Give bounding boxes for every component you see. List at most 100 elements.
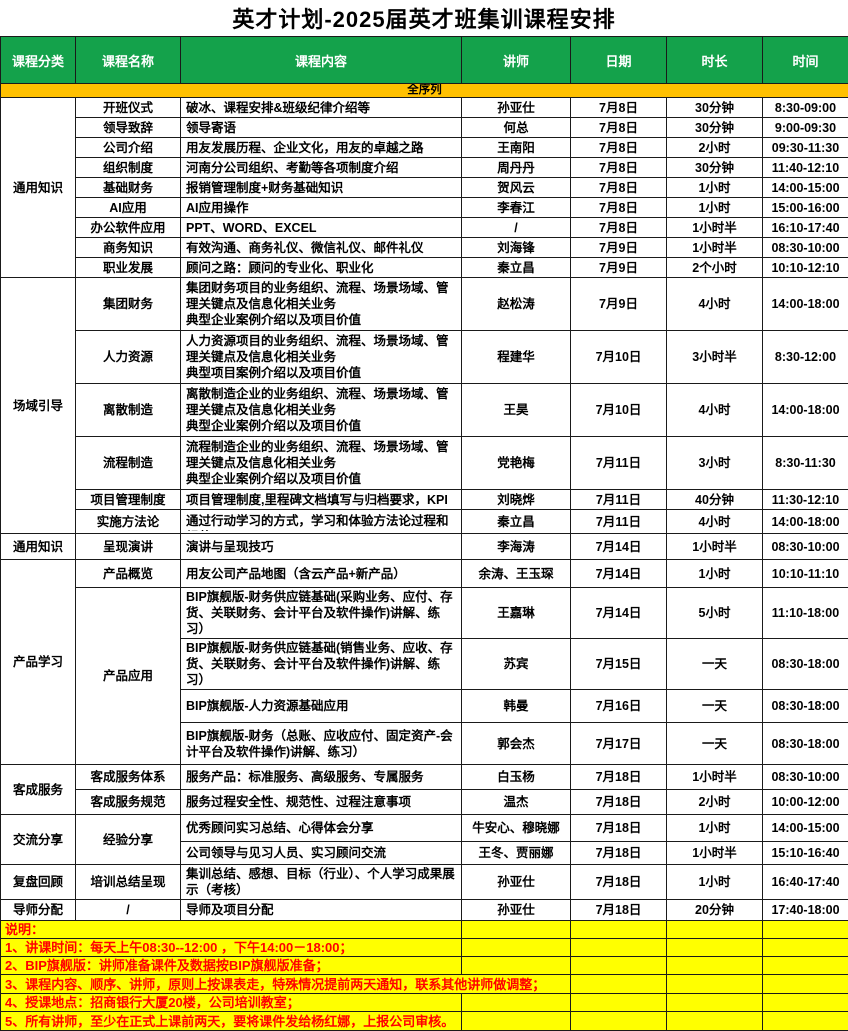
cell-duration: 1小时 <box>667 198 763 218</box>
cell-time: 08:30-18:00 <box>763 723 848 765</box>
cell-content: 集团财务项目的业务组织、流程、场景场域、管理关键点及信息化相关业务典型企业案例介… <box>181 278 462 331</box>
content-text: BIP旗舰版-财务供应链基础(采购业务、应付、存货、关联财务、会计平台及软件操作… <box>186 590 453 636</box>
cell-lecturer: 孙亚仕 <box>462 865 571 900</box>
cell-lecturer: 余涛、王玉琛 <box>462 560 571 588</box>
cell-time: 14:00-18:00 <box>763 278 848 331</box>
cell-content: BIP旗舰版-人力资源基础应用 <box>181 690 462 723</box>
cell-content: 离散制造企业的业务组织、流程、场景场域、管理关键点及信息化相关业务典型企业案例介… <box>181 384 462 437</box>
note-empty-cell <box>667 1012 763 1031</box>
note-row: 3、课程内容、顺序、讲师，原则上按课表走，特殊情况提前两天通知，联系其他讲师做调… <box>1 975 848 994</box>
note-row: 说明： <box>1 921 848 939</box>
note-empty-cell <box>571 957 667 975</box>
cell-time: 09:30-11:30 <box>763 138 848 158</box>
cell-lecturer: 孙亚仕 <box>462 98 571 118</box>
note-empty-cell <box>667 921 763 939</box>
note-empty-cell <box>462 921 571 939</box>
note-empty-cell <box>763 921 848 939</box>
cell-lecturer: 刘海锋 <box>462 238 571 258</box>
content-text: 报销管理制度+财务基础知识 <box>186 181 343 195</box>
note-empty-cell <box>462 939 571 957</box>
cell-lecturer: 苏宾 <box>462 639 571 690</box>
note-empty-cell <box>462 957 571 975</box>
cell-date: 7月9日 <box>571 278 667 331</box>
note-empty-cell <box>667 939 763 957</box>
cell-time: 16:40-17:40 <box>763 865 848 900</box>
content-text: BIP旗舰版-财务供应链基础(销售业务、应收、存货、关联财务、会计平台及软件操作… <box>186 641 453 687</box>
note-empty-cell <box>667 957 763 975</box>
content-text: 典型企业案例介绍以及项目价值 <box>186 472 361 486</box>
cell-duration: 4小时 <box>667 384 763 437</box>
cell-date: 7月8日 <box>571 138 667 158</box>
cell-date: 7月9日 <box>571 258 667 278</box>
cell-time: 08:30-10:00 <box>763 765 848 790</box>
course-row: 流程制造流程制造企业的业务组织、流程、场景场域、管理关键点及信息化相关业务典型企… <box>1 437 848 490</box>
cell-content: 流程制造企业的业务组织、流程、场景场域、管理关键点及信息化相关业务典型企业案例介… <box>181 437 462 490</box>
cell-lecturer: 温杰 <box>462 790 571 815</box>
cell-content: BIP旗舰版-财务（总账、应收应付、固定资产-会计平台及软件操作)讲解、练习） <box>181 723 462 765</box>
content-text: 典型企业案例介绍以及项目价值 <box>186 419 361 433</box>
cell-time: 10:10-12:10 <box>763 258 848 278</box>
cell-lecturer: 李春江 <box>462 198 571 218</box>
cell-course-name: 开班仪式 <box>76 98 181 118</box>
note-empty-cell <box>462 1012 571 1031</box>
cell-lecturer: 王冬、贾丽娜 <box>462 842 571 865</box>
cell-date: 7月8日 <box>571 158 667 178</box>
content-line: 人力资源项目的业务组织、流程、场景场域、管理关键点及信息化相关业务 <box>186 333 456 365</box>
cell-content: 优秀顾问实习总结、心得体会分享 <box>181 815 462 842</box>
cell-content: 顾问之路：顾问的专业化、职业化 <box>181 258 462 278</box>
content-text-bold: 导师及项目分配 <box>186 903 274 917</box>
cell-lecturer: 秦立昌 <box>462 258 571 278</box>
note-row: 4、授课地点：招商银行大厦20楼，公司培训教室； <box>1 994 848 1012</box>
cell-lecturer: 党艳梅 <box>462 437 571 490</box>
note-empty-cell <box>763 994 848 1012</box>
cell-content: 导师及项目分配 <box>181 900 462 921</box>
col-header-duration: 时长 <box>667 37 763 84</box>
content-line: BIP旗舰版-财务供应链基础(销售业务、应收、存货、关联财务、会计平台及软件操作… <box>186 640 456 688</box>
content-line: 通过行动学习的方式，学习和体验方法论过程和规范 <box>186 513 456 531</box>
cell-duration: 1小时半 <box>667 218 763 238</box>
cell-duration: 2个小时 <box>667 258 763 278</box>
content-line: 顾问之路：顾问的专业化、职业化 <box>186 260 456 276</box>
cell-category: 交流分享 <box>1 815 76 865</box>
course-row: 复盘回顾培训总结呈现集训总结、感想、目标（行业）、个人学习成果展示（考核）孙亚仕… <box>1 865 848 900</box>
content-text: 有效沟通、商务礼仪、微信礼仪、邮件礼仪 <box>186 241 424 255</box>
col-header-date: 日期 <box>571 37 667 84</box>
cell-content: 人力资源项目的业务组织、流程、场景场域、管理关键点及信息化相关业务典型项目案例介… <box>181 331 462 384</box>
cell-time: 16:10-17:40 <box>763 218 848 238</box>
content-text: BIP旗舰版-人力资源基础应用 <box>186 699 349 713</box>
cell-duration: 1小时 <box>667 865 763 900</box>
cell-course-name: 项目管理制度 <box>76 490 181 510</box>
cell-lecturer: 牛安心、穆晓娜 <box>462 815 571 842</box>
content-line: 演讲与呈现技巧 <box>186 539 456 555</box>
cell-duration: 20分钟 <box>667 900 763 921</box>
cell-time: 11:40-12:10 <box>763 158 848 178</box>
cell-duration: 1小时半 <box>667 842 763 865</box>
cell-course-name: 公司介绍 <box>76 138 181 158</box>
cell-time: 11:30-12:10 <box>763 490 848 510</box>
cell-duration: 30分钟 <box>667 158 763 178</box>
note-empty-cell <box>571 975 667 994</box>
content-line: PPT、WORD、EXCEL <box>186 220 456 236</box>
cell-duration: 3小时半 <box>667 331 763 384</box>
cell-content: PPT、WORD、EXCEL <box>181 218 462 238</box>
cell-course-name: 实施方法论 <box>76 510 181 534</box>
cell-time: 15:00-16:00 <box>763 198 848 218</box>
cell-lecturer: 何总 <box>462 118 571 138</box>
note-text: 2、BIP旗舰版：讲师准备课件及数据按BIP旗舰版准备； <box>1 957 462 975</box>
cell-date: 7月8日 <box>571 178 667 198</box>
cell-course-name: 客成服务规范 <box>76 790 181 815</box>
content-line: 典型企业案例介绍以及项目价值 <box>186 418 456 434</box>
cell-time: 08:30-18:00 <box>763 690 848 723</box>
content-text: AI应用操作 <box>186 201 249 215</box>
cell-date: 7月18日 <box>571 815 667 842</box>
content-line: 服务过程安全性、规范性、过程注意事项 <box>186 794 456 810</box>
cell-lecturer: 韩曼 <box>462 690 571 723</box>
col-header-content: 课程内容 <box>181 37 462 84</box>
